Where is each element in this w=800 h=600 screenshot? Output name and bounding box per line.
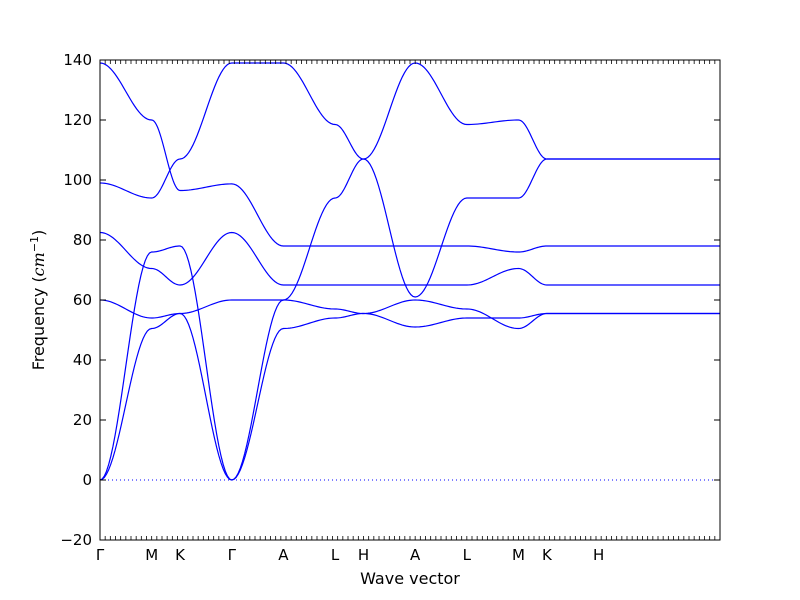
- y-tick-label: −20: [60, 531, 92, 549]
- band-line-6: [99, 299, 720, 481]
- y-axis-title-unit: cm: [29, 252, 48, 276]
- y-tick-label: 80: [73, 231, 92, 249]
- band-line-2: [99, 62, 720, 298]
- y-axis-title-exp: −1: [28, 236, 41, 252]
- series-group: [99, 62, 720, 481]
- band-line-3: [99, 231, 720, 286]
- x-axis-title: Wave vector: [360, 569, 460, 588]
- x-tick-label: A: [278, 546, 289, 564]
- x-tick-label: L: [331, 546, 340, 564]
- y-axis-title-close: ): [29, 230, 48, 236]
- x-tick-label: A: [410, 546, 421, 564]
- y-tick-label: 140: [63, 51, 92, 69]
- x-tick-label: H: [358, 546, 369, 564]
- y-tick-label: 60: [73, 291, 92, 309]
- band-line-5: [99, 62, 720, 481]
- y-tick-label: 0: [82, 471, 92, 489]
- x-tick-label: L: [463, 546, 472, 564]
- x-tick-label: K: [542, 546, 553, 564]
- x-tick-label: M: [512, 546, 525, 564]
- y-axis-title: Frequency (cm−1): [28, 230, 49, 371]
- y-tick-label: 100: [63, 171, 92, 189]
- x-tick-label: K: [175, 546, 186, 564]
- x-tick-label: Γ: [228, 546, 237, 564]
- y-tick-label: 40: [73, 351, 92, 369]
- y-axis-title-text: Frequency (: [29, 276, 48, 370]
- band-line-4: [99, 299, 720, 328]
- x-tick-label: H: [593, 546, 604, 564]
- y-tick-label: 20: [73, 411, 92, 429]
- y-tick-label: 120: [63, 111, 92, 129]
- x-tick-label: Γ: [96, 546, 105, 564]
- band-line-1: [99, 62, 720, 253]
- x-tick-label: M: [145, 546, 158, 564]
- ticks-group: [99, 59, 721, 541]
